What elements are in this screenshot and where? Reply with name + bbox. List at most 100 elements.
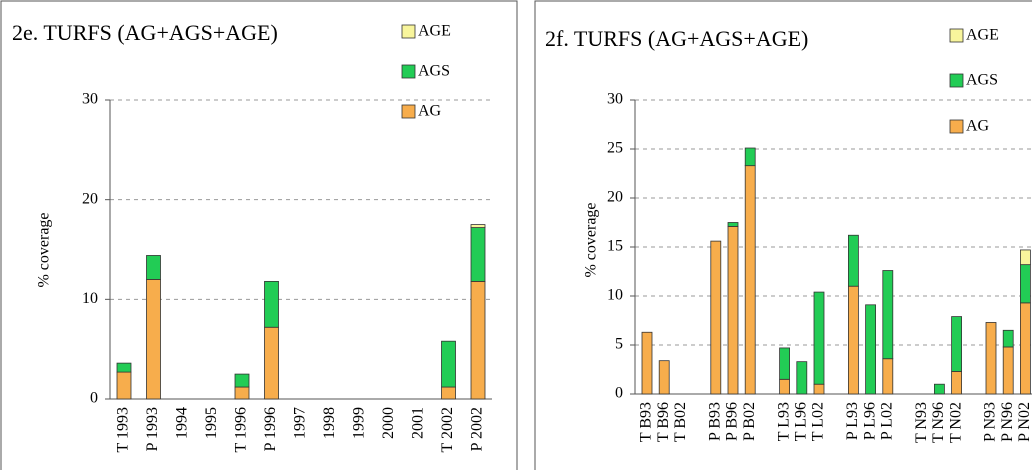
bar-segment [470,227,486,282]
bar-segment [441,340,456,388]
y-tick-label: 30 [607,91,623,108]
chart-title: 2f. TURFS (AG+AGS+AGE) [545,26,808,51]
x-tick-label: 1997 [292,407,309,439]
y-tick-label: 5 [615,336,623,353]
bar-segment [951,371,962,395]
y-axis-label: % coverage [583,202,600,277]
x-tick-label: P L02 [878,402,895,440]
x-tick-label: T L93 [775,402,792,441]
legend-label: AG [966,118,990,135]
x-tick-label: P N93 [982,402,999,442]
x-tick-label: T 1996 [233,407,250,452]
bar-segment [796,361,808,395]
bar-segment [882,270,894,360]
legend-swatch [949,28,964,43]
bar-segment [1002,346,1014,395]
x-tick-label: 1998 [321,407,338,439]
bar-segment [779,378,790,395]
x-tick-label: T L96 [792,402,809,441]
x-tick-label: T 1993 [115,407,132,452]
panel-border [0,0,518,470]
panel-border [534,0,1032,470]
bar-segment [779,347,790,380]
bar-segment [934,383,945,395]
x-tick-label: P B02 [741,402,758,441]
bar-segment [1020,264,1031,304]
bar-segment [234,373,250,388]
x-tick-label: 1994 [174,407,191,439]
bar-segment [470,280,486,400]
bar-segment [744,147,756,167]
legend-label: AGE [966,27,999,44]
bar-segment [882,358,894,395]
bar-segment [116,371,132,400]
bar-segment [813,383,825,395]
x-tick-label: P 1993 [144,407,161,451]
bar-segment [813,291,825,385]
legend-swatch [401,104,416,119]
x-tick-label: P 2002 [469,407,486,451]
x-tick-label: T B02 [672,402,689,442]
bar-segment [1002,329,1014,348]
legend-swatch [949,119,964,134]
x-tick-label: T B93 [638,402,655,442]
bar-segment [727,222,739,227]
x-tick-label: 2000 [380,407,397,439]
y-tick-label: 10 [607,287,623,304]
x-tick-label: P L93 [844,402,861,440]
y-tick-label: 30 [82,91,98,108]
bar-segment [1020,302,1031,395]
bar-segment [727,226,739,395]
y-tick-label: 10 [82,290,98,307]
y-axis-label: % coverage [36,212,53,287]
bar-segment [641,331,653,395]
legend-label: AGS [418,63,450,80]
bar-segment [234,386,250,400]
legend-label: AG [418,103,442,120]
bar-segment [951,316,962,372]
x-tick-label: P B93 [706,402,723,441]
legend-swatch [401,24,416,39]
bar-segment [744,165,756,395]
x-tick-label: P N02 [1016,402,1032,442]
bar-segment [848,285,859,395]
y-tick-label: 0 [615,385,623,402]
bar-segment [264,326,279,400]
chart-title: 2e. TURFS (AG+AGS+AGE) [12,20,278,45]
bar-segment [470,224,486,228]
legend-swatch [401,64,416,79]
x-tick-label: T 2002 [439,407,456,452]
x-tick-label: 1995 [203,407,220,439]
x-tick-label: P N96 [999,402,1016,442]
bar-segment [146,278,161,400]
x-tick-label: P B96 [724,402,741,441]
x-tick-label: T L02 [810,402,827,441]
x-tick-label: P L96 [861,402,878,440]
bar-segment [658,360,670,395]
x-tick-label: P 1996 [262,407,279,451]
bar-segment [865,304,876,395]
y-tick-label: 20 [82,190,98,207]
x-tick-label: T B96 [655,402,672,442]
legend-label: AGS [966,72,998,89]
x-tick-label: T N02 [947,402,964,443]
y-tick-label: 20 [607,189,623,206]
bar-segment [116,362,132,373]
bar-segment [848,234,859,287]
y-tick-label: 15 [607,238,623,255]
x-tick-label: T N96 [930,402,947,443]
bar-segment [710,240,722,395]
x-tick-label: T N93 [913,402,930,443]
y-tick-label: 0 [90,390,98,407]
bar-segment [985,322,997,395]
bar-segment [146,255,161,280]
x-tick-label: 1999 [351,407,368,439]
legend-label: AGE [418,23,451,40]
bar-segment [1020,249,1031,266]
x-tick-label: 2001 [410,407,427,439]
bar-segment [264,280,279,328]
y-tick-label: 25 [607,140,623,157]
legend-swatch [949,73,964,88]
bar-segment [441,386,456,400]
